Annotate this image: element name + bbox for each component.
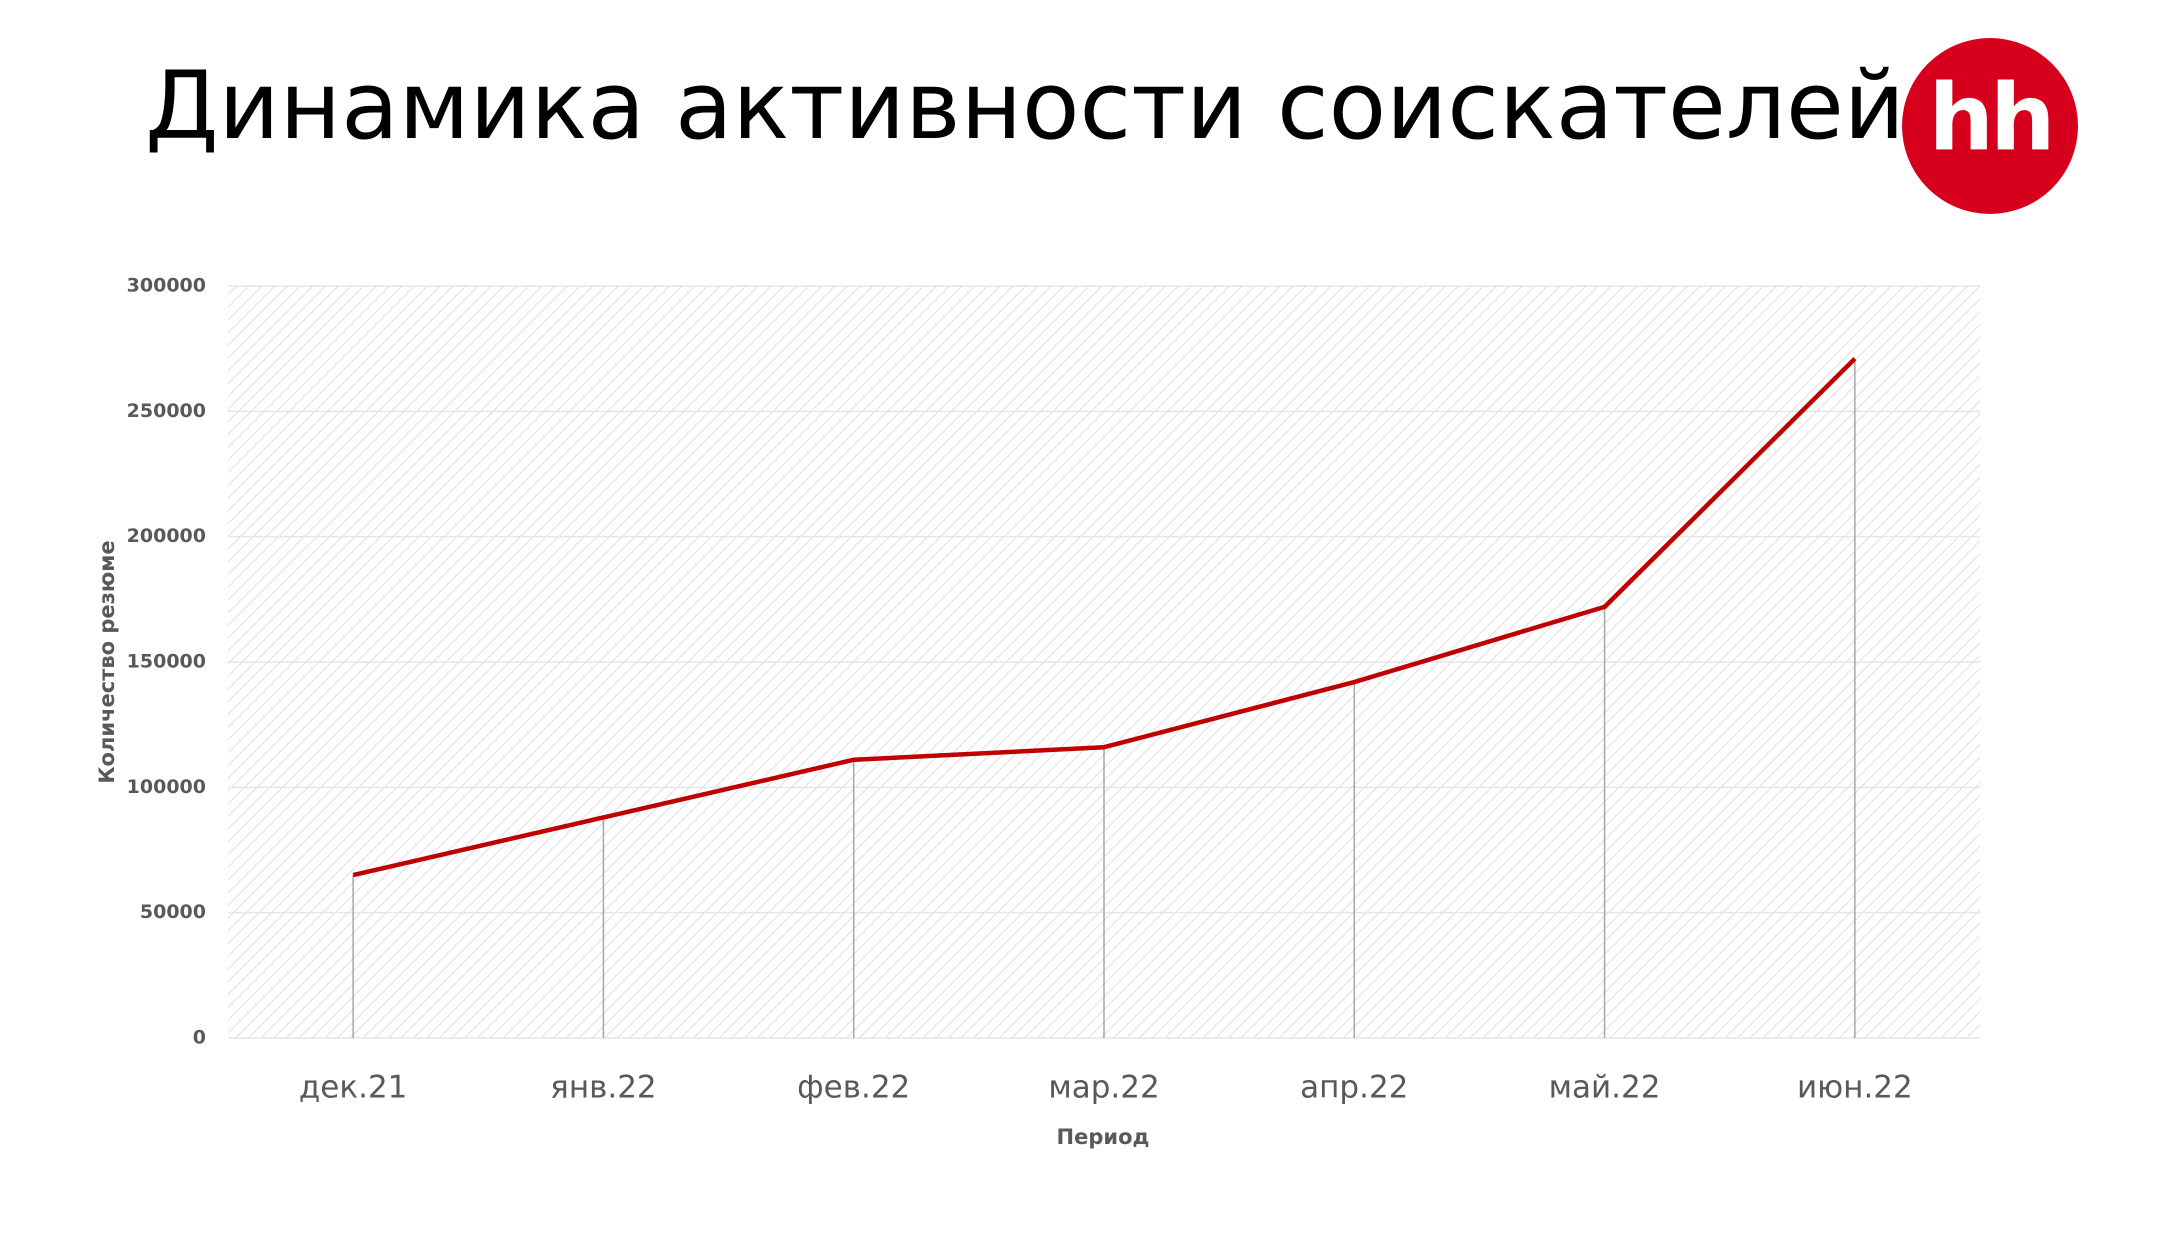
y-tick-label: 250000	[127, 400, 206, 422]
x-tick-label: апр.22	[1300, 1070, 1408, 1106]
logo-text: hh	[1929, 64, 2052, 171]
y-tick-label: 300000	[127, 275, 206, 297]
y-axis-title: Количество резюме	[95, 540, 119, 783]
y-tick-label: 0	[193, 1027, 206, 1049]
y-tick-label: 200000	[127, 525, 206, 547]
data-line	[352, 357, 1857, 878]
x-tick-label: дек.21	[299, 1070, 408, 1106]
x-tick-label: май.22	[1549, 1070, 1661, 1106]
x-tick-label: фев.22	[797, 1070, 910, 1106]
y-tick-label: 100000	[127, 776, 206, 798]
x-tick-label: июн.22	[1797, 1070, 1913, 1106]
x-axis-title: Период	[1057, 1125, 1150, 1149]
y-tick-label: 50000	[140, 901, 206, 923]
chart-title: Динамика активности соискателей	[145, 52, 1905, 161]
logo-circle	[1902, 38, 2078, 214]
plot: 0 50000 100000 150000 200000 250000 300000 дек.…	[127, 275, 1980, 1106]
y-tick-label: 150000	[127, 651, 206, 673]
x-tick-label: мар.22	[1048, 1070, 1159, 1106]
x-tick-label: янв.22	[550, 1070, 657, 1106]
